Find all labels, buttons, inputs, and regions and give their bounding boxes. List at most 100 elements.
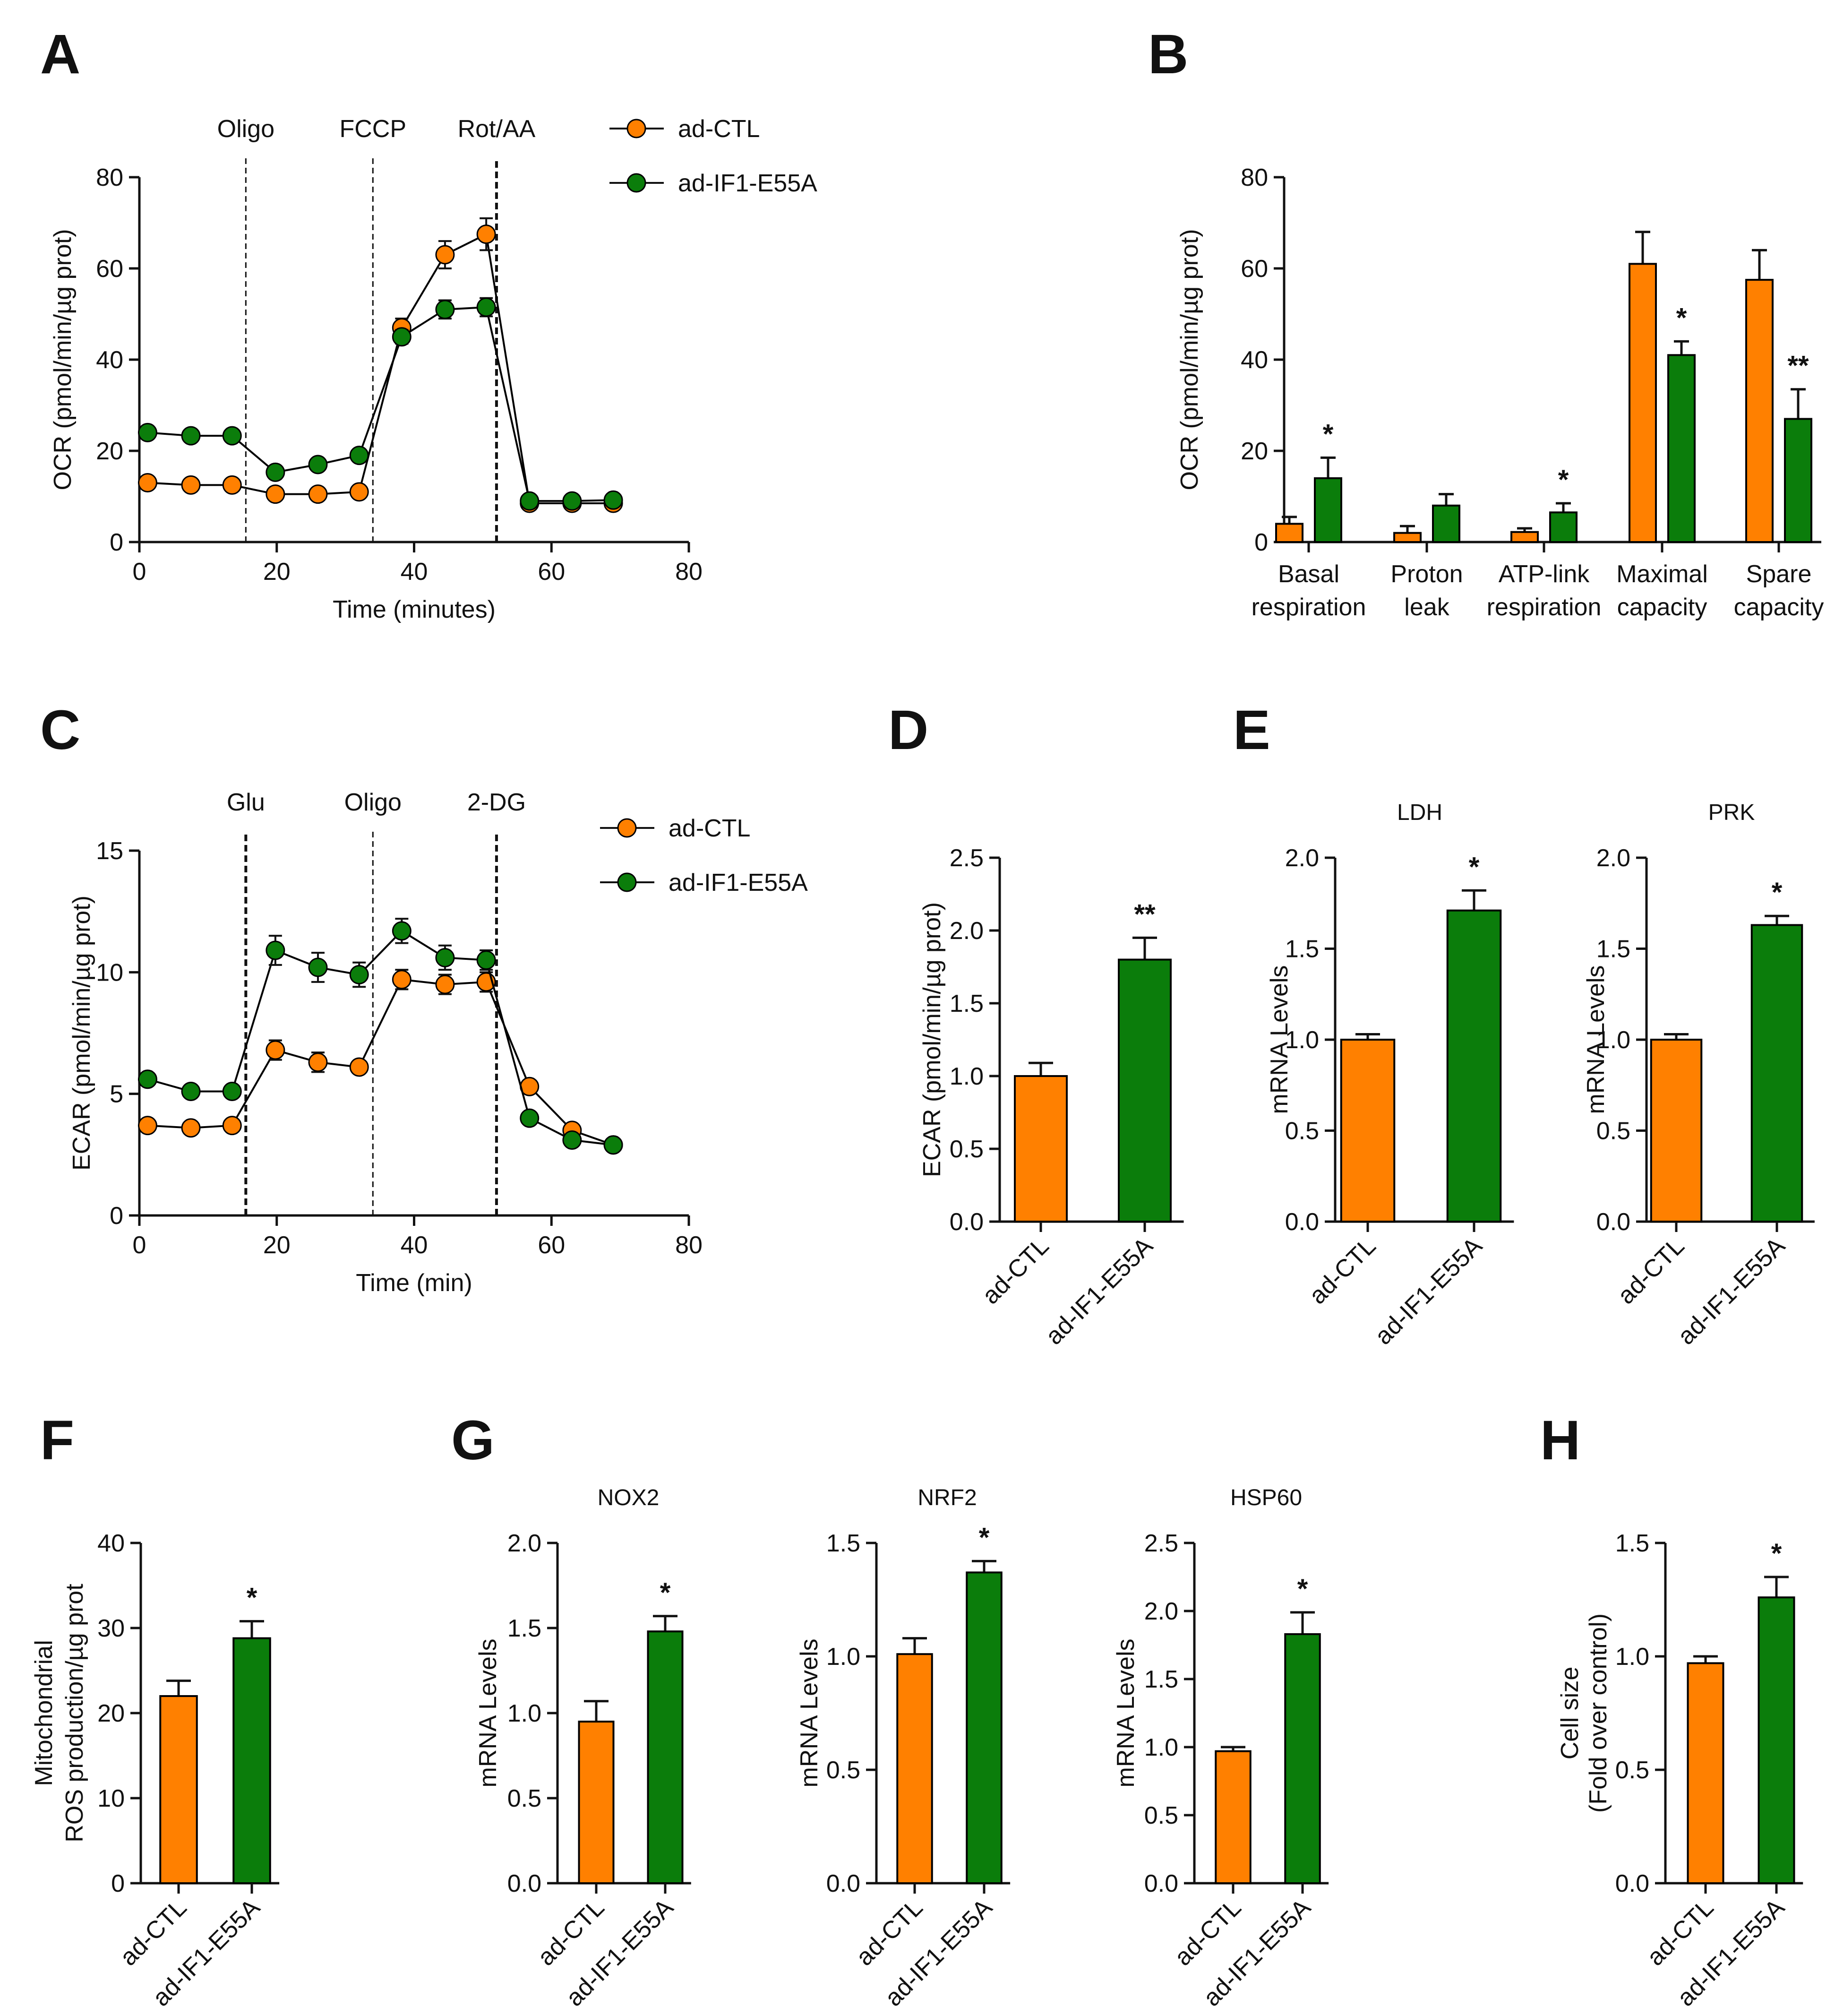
y-tick-label-E2: 0.5 [1596, 1118, 1630, 1145]
y-tick-label-C: 10 [96, 959, 123, 986]
y-tick-label-F: 20 [97, 1700, 125, 1727]
y-axis-title-D: ECAR (pmol/min/µg prot) [918, 902, 946, 1177]
panel-title-E2: PRK [1708, 800, 1755, 825]
y-tick-label-D: 2.5 [950, 844, 984, 872]
bar-B-1 [1667, 354, 1696, 543]
y-axis-title-G1: mRNA Levels [474, 1639, 502, 1788]
y-tick-label-C: 15 [96, 837, 123, 865]
data-point-C-0 [435, 974, 455, 994]
x-category-label-B: leak [1404, 594, 1449, 621]
panel-letter-D: D [888, 699, 928, 761]
data-point-A-0 [181, 475, 201, 495]
series-line-C-1 [147, 930, 614, 1146]
data-point-C-1 [308, 957, 328, 977]
y-tick-label-B: 60 [1241, 255, 1268, 283]
data-point-C-0 [349, 1057, 369, 1077]
x-tick-label-A: 60 [538, 558, 565, 586]
data-point-A-1 [392, 327, 412, 347]
y-axis-title-A: OCR (pmol/min/µg prot) [49, 229, 77, 491]
significance-star-E1: * [1469, 852, 1480, 882]
bar-F-0 [159, 1695, 198, 1884]
y-tick-label-G3: 2.5 [1144, 1530, 1178, 1557]
x-tick-label-C: 80 [675, 1232, 703, 1259]
data-point-C-1 [562, 1130, 582, 1150]
bar-G3-1 [1284, 1633, 1321, 1884]
bar-E2-1 [1750, 924, 1803, 1223]
y-tick-label-G1: 2.0 [507, 1530, 541, 1557]
panel-letter-A: A [40, 23, 80, 86]
y-tick-label-G3: 1.5 [1144, 1666, 1178, 1693]
y-tick-label-G1: 1.0 [507, 1700, 541, 1727]
x-category-label-B: ATP-link [1499, 560, 1590, 588]
data-point-A-1 [476, 297, 496, 317]
y-axis-title-E1: mRNA Levels [1266, 965, 1293, 1114]
y-tick-label-F: 40 [97, 1530, 125, 1557]
data-point-C-0 [137, 1116, 157, 1136]
y-tick-label-A: 20 [96, 438, 123, 465]
bar-B-1 [1549, 511, 1578, 543]
x-category-label-B: Proton [1390, 560, 1463, 588]
y-tick-label-C: 5 [110, 1081, 123, 1108]
x-category-label-B: respiration [1487, 594, 1602, 621]
x-tick-label-C: 20 [263, 1232, 291, 1259]
x-category-label-B: Spare [1746, 560, 1812, 588]
y-tick-label-G2: 1.0 [826, 1643, 860, 1671]
bar-F-1 [232, 1637, 271, 1885]
data-point-C-0 [266, 1040, 285, 1060]
data-point-A-0 [222, 475, 242, 495]
y-tick-label-E1: 0.5 [1285, 1118, 1319, 1145]
data-point-A-1 [435, 300, 455, 319]
data-point-C-1 [181, 1082, 201, 1102]
bar-H-0 [1687, 1662, 1724, 1884]
legend-marker-A [626, 119, 646, 138]
data-point-C-1 [435, 948, 455, 967]
panel-letter-E1: E [1233, 699, 1270, 761]
y-tick-label-E1: 1.5 [1285, 936, 1319, 963]
y-tick-label-G3: 0.5 [1144, 1802, 1178, 1829]
y-tick-label-C: 0 [110, 1202, 123, 1230]
significance-star-B: * [1676, 302, 1687, 333]
data-point-A-1 [266, 462, 285, 482]
x-tick-label-A: 20 [263, 558, 291, 586]
panel-letter-H: H [1540, 1409, 1580, 1472]
y-tick-label-G2: 1.5 [826, 1530, 860, 1557]
event-label-C: Oligo [344, 789, 402, 816]
data-point-A-1 [349, 446, 369, 465]
legend-label-A: ad-IF1-E55A [678, 170, 817, 197]
bar-B-0 [1745, 279, 1774, 543]
bar-D-1 [1118, 958, 1172, 1223]
significance-star-B: * [1558, 465, 1569, 495]
x-category-label-D: ad-CTL [977, 1232, 1055, 1310]
y-tick-label-E1: 1.0 [1285, 1026, 1319, 1054]
bar-G1-1 [647, 1630, 684, 1884]
bar-G3-0 [1215, 1750, 1252, 1884]
x-tick-label-C: 0 [133, 1232, 146, 1259]
data-point-A-1 [181, 426, 201, 446]
panel-title-E1: LDH [1397, 800, 1442, 825]
event-label-C: Glu [227, 789, 265, 816]
y-axis-title-G3: mRNA Levels [1112, 1639, 1140, 1788]
data-point-C-1 [520, 1108, 540, 1128]
data-point-A-0 [476, 224, 496, 244]
bar-B-0 [1629, 263, 1657, 543]
data-point-C-1 [222, 1082, 242, 1102]
y-tick-label-D: 2.0 [950, 917, 984, 945]
y-tick-label-H: 1.5 [1615, 1530, 1649, 1557]
y-tick-label-E2: 1.0 [1596, 1026, 1630, 1054]
legend-marker-C [617, 818, 637, 838]
significance-star-B: ** [1787, 351, 1809, 381]
y-tick-label-G3: 2.0 [1144, 1598, 1178, 1625]
significance-star-D: ** [1134, 899, 1156, 930]
significance-star-H: * [1771, 1538, 1782, 1569]
legend-marker-C [617, 872, 637, 892]
x-tick-label-A: 80 [675, 558, 703, 586]
y-tick-label-E1: 2.0 [1285, 844, 1319, 872]
event-label-A: FCCP [339, 115, 406, 143]
event-label-A: Oligo [217, 115, 274, 143]
data-point-C-1 [266, 940, 285, 960]
bar-D-0 [1014, 1075, 1068, 1223]
panel-letter-C: C [40, 699, 80, 761]
event-label-A: Rot/AA [458, 115, 536, 143]
panel-title-G1: NOX2 [598, 1485, 660, 1510]
